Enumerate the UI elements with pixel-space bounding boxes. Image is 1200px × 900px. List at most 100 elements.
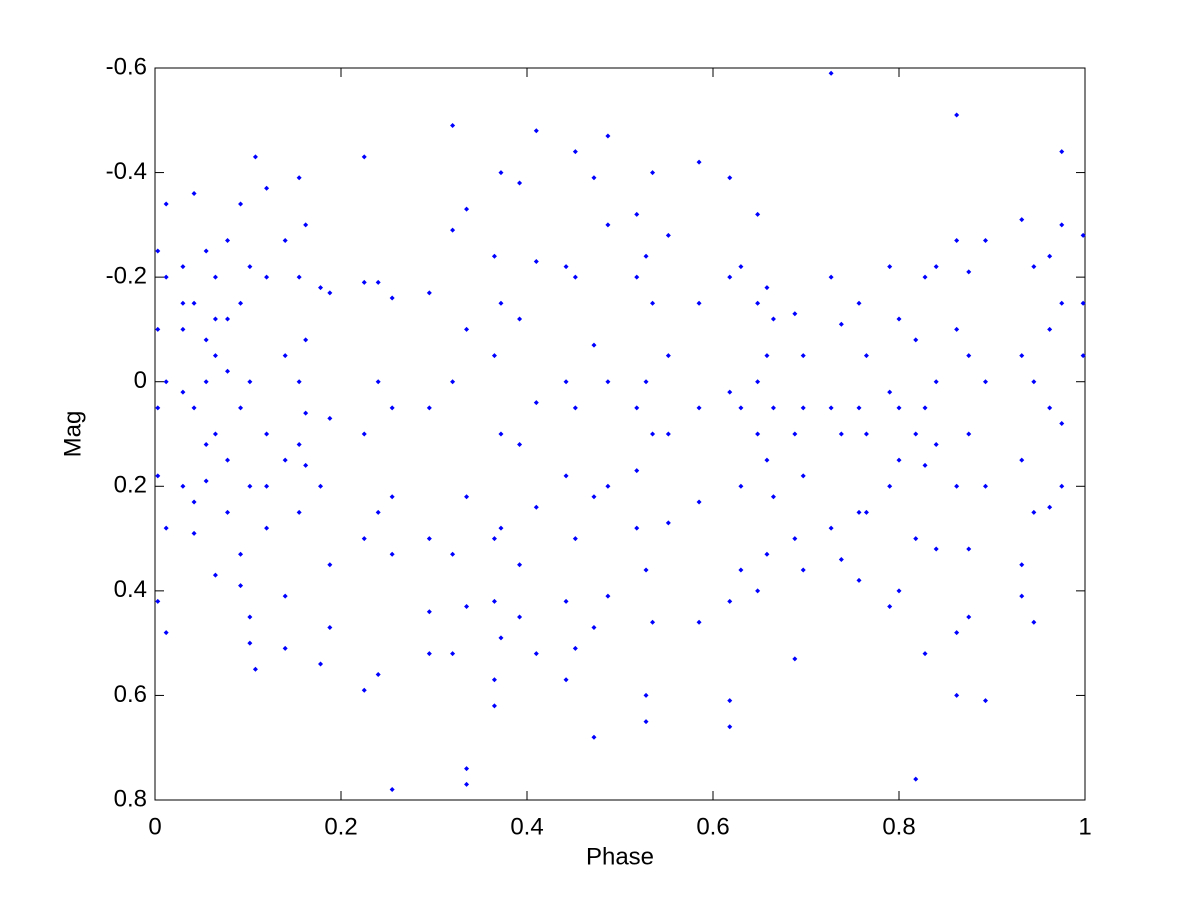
x-tick-label: 0.2 — [324, 813, 357, 840]
point — [1019, 353, 1025, 359]
point — [212, 316, 218, 322]
point — [163, 201, 169, 207]
point — [375, 672, 381, 678]
y-axis-label: Mag — [59, 411, 86, 458]
point — [1080, 300, 1086, 306]
point — [563, 677, 569, 683]
point — [464, 494, 470, 500]
point — [727, 389, 733, 395]
point — [913, 776, 919, 782]
point — [563, 598, 569, 604]
point — [792, 536, 798, 542]
point — [982, 238, 988, 244]
point — [450, 227, 456, 233]
point — [933, 441, 939, 447]
point — [155, 473, 161, 479]
point — [203, 441, 209, 447]
point — [1031, 379, 1037, 385]
point — [264, 525, 270, 531]
point — [464, 766, 470, 772]
point — [1080, 232, 1086, 238]
point — [296, 175, 302, 181]
point — [954, 326, 960, 332]
point — [450, 379, 456, 385]
point — [887, 604, 893, 610]
point — [800, 567, 806, 573]
point — [922, 405, 928, 411]
point — [696, 499, 702, 505]
point — [361, 279, 367, 285]
point — [203, 337, 209, 343]
point — [650, 300, 656, 306]
point — [464, 781, 470, 787]
point — [727, 598, 733, 604]
point — [727, 274, 733, 280]
point — [896, 405, 902, 411]
point — [327, 415, 333, 421]
point — [933, 546, 939, 552]
point — [155, 326, 161, 332]
point — [966, 614, 972, 620]
point — [828, 70, 834, 76]
point — [426, 405, 432, 411]
point — [1031, 509, 1037, 515]
point — [327, 562, 333, 568]
point — [238, 583, 244, 589]
point — [264, 483, 270, 489]
point — [327, 624, 333, 630]
point — [913, 536, 919, 542]
point — [696, 405, 702, 411]
y-tick-label: -0.6 — [106, 53, 147, 80]
point — [450, 551, 456, 557]
point — [517, 316, 523, 322]
point — [922, 462, 928, 468]
point — [282, 645, 288, 651]
point — [180, 264, 186, 270]
point — [450, 123, 456, 129]
point — [954, 112, 960, 118]
point — [650, 619, 656, 625]
point — [389, 494, 395, 500]
point — [1047, 326, 1053, 332]
point — [225, 316, 231, 322]
point — [282, 457, 288, 463]
point — [296, 274, 302, 280]
point — [225, 368, 231, 374]
point — [800, 405, 806, 411]
point — [863, 509, 869, 515]
point — [212, 274, 218, 280]
point — [696, 619, 702, 625]
point — [498, 431, 504, 437]
point — [887, 264, 893, 270]
point — [634, 468, 640, 474]
point — [296, 379, 302, 385]
point — [450, 651, 456, 657]
point — [1047, 405, 1053, 411]
point — [426, 536, 432, 542]
point — [533, 258, 539, 264]
point — [856, 405, 862, 411]
x-tick-label: 0.6 — [696, 813, 729, 840]
point — [982, 483, 988, 489]
point — [191, 300, 197, 306]
point — [643, 379, 649, 385]
point — [318, 483, 324, 489]
point — [913, 337, 919, 343]
point — [856, 577, 862, 583]
point — [727, 724, 733, 730]
point — [1031, 264, 1037, 270]
point — [954, 483, 960, 489]
point — [563, 264, 569, 270]
point — [764, 285, 770, 291]
point — [155, 248, 161, 254]
point — [180, 326, 186, 332]
point — [389, 551, 395, 557]
point — [361, 536, 367, 542]
point — [264, 431, 270, 437]
point — [696, 300, 702, 306]
point — [634, 405, 640, 411]
point — [727, 698, 733, 704]
point — [755, 588, 761, 594]
point — [755, 379, 761, 385]
